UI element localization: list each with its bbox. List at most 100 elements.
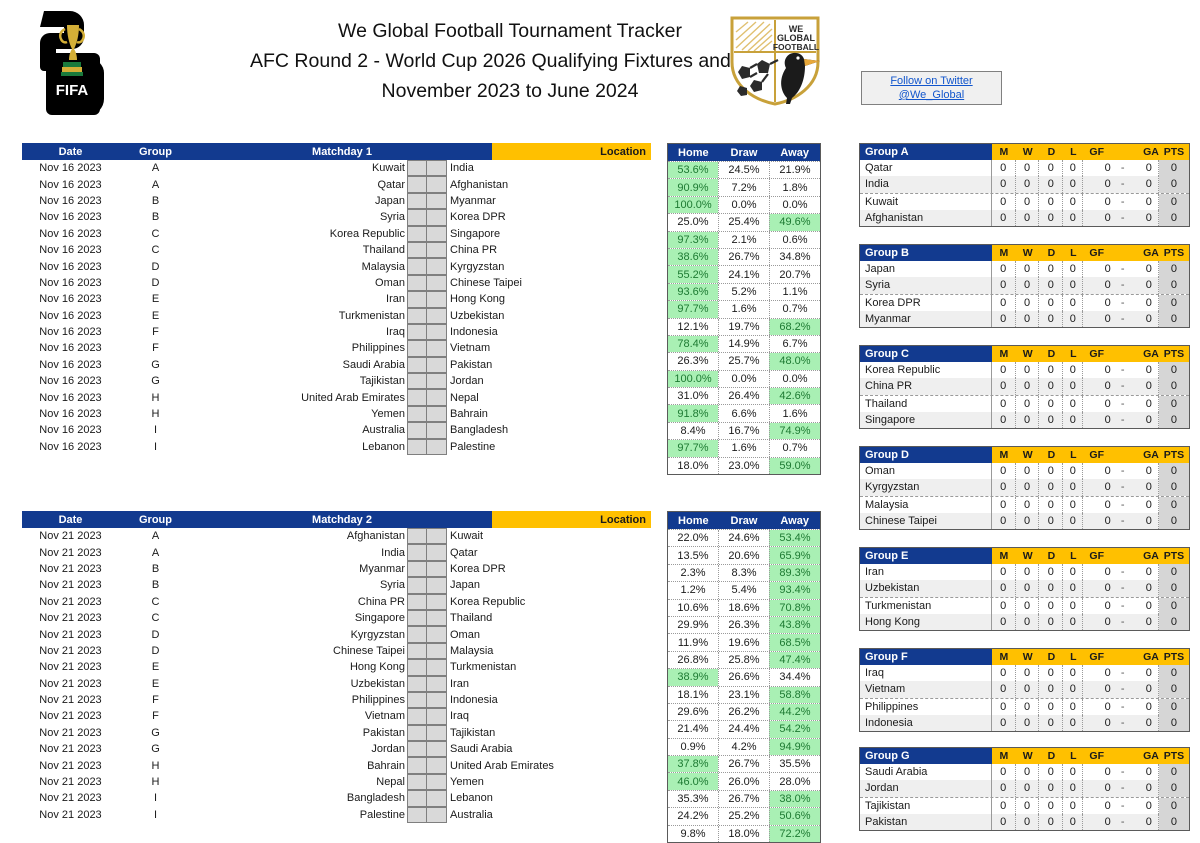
group-team-row[interactable]: Turkmenistan 0 0 0 0 0-0 0 [860,596,1190,614]
home-score-box[interactable] [407,209,427,226]
home-score-box[interactable] [407,291,427,308]
fixture-row[interactable]: Nov 21 2023HNepalYemenKathmandu [22,773,749,791]
fixture-row[interactable]: Nov 16 2023AQatarAfghanistanAl Rayyan [22,176,749,193]
away-score-box[interactable] [427,389,447,406]
away-score-box[interactable] [427,790,447,807]
home-score-box[interactable] [407,724,427,742]
away-score-box[interactable] [427,356,447,374]
fixture-row[interactable]: Nov 16 2023ILebanonPalestineSharjah [22,438,749,456]
group-team-row[interactable]: Myanmar 0 0 0 0 0-0 0 [860,310,1190,328]
group-team-row[interactable]: Indonesia 0 0 0 0 0-0 0 [860,714,1190,732]
home-score-box[interactable] [407,323,427,341]
group-team-row[interactable]: Tajikistan 0 0 0 0 0-0 0 [860,796,1190,814]
group-team-row[interactable]: Japan 0 0 0 0 0-0 0 [860,261,1190,278]
home-score-box[interactable] [407,675,427,692]
home-score-box[interactable] [407,241,427,259]
home-score-box[interactable] [407,790,427,807]
away-score-box[interactable] [427,209,447,226]
away-score-box[interactable] [427,724,447,742]
group-team-row[interactable]: Iraq 0 0 0 0 0-0 0 [860,665,1190,682]
home-score-box[interactable] [407,741,427,758]
fixture-row[interactable]: Nov 16 2023BJapanMyanmarOsaka [22,192,749,210]
group-team-row[interactable]: Oman 0 0 0 0 0-0 0 [860,463,1190,480]
away-score-box[interactable] [427,323,447,341]
group-team-row[interactable]: Vietnam 0 0 0 0 0-0 0 [860,681,1190,698]
away-score-box[interactable] [427,757,447,774]
fixture-row[interactable]: Nov 16 2023FIraqIndonesiaBasra [22,323,749,341]
home-score-box[interactable] [407,225,427,242]
group-team-row[interactable]: Thailand 0 0 0 0 0-0 0 [860,394,1190,412]
home-score-box[interactable] [407,626,427,643]
away-score-box[interactable] [427,560,447,578]
away-score-box[interactable] [427,422,447,439]
away-score-box[interactable] [427,373,447,390]
fixture-row[interactable]: Nov 21 2023CSingaporeThailandSingapore [22,609,749,627]
group-team-row[interactable]: Kyrgyzstan 0 0 0 0 0-0 0 [860,479,1190,496]
group-team-row[interactable]: Singapore 0 0 0 0 0-0 0 [860,411,1190,429]
away-score-box[interactable] [427,192,447,210]
home-score-box[interactable] [407,609,427,627]
home-score-box[interactable] [407,160,427,177]
group-team-row[interactable]: Jordan 0 0 0 0 0-0 0 [860,780,1190,797]
fixture-row[interactable]: Nov 21 2023AIndiaQatarBhubaneswar [22,544,749,561]
fixture-row[interactable]: Nov 21 2023GPakistanTajikistanIslamabad [22,724,749,742]
group-team-row[interactable]: Qatar 0 0 0 0 0-0 0 [860,160,1190,177]
fixture-row[interactable]: Nov 21 2023IBangladeshLebanonDhaka [22,790,749,807]
away-score-box[interactable] [427,225,447,242]
home-score-box[interactable] [407,176,427,193]
away-score-box[interactable] [427,176,447,193]
home-score-box[interactable] [407,560,427,578]
home-score-box[interactable] [407,593,427,610]
away-score-box[interactable] [427,258,447,275]
home-score-box[interactable] [407,422,427,439]
fixture-row[interactable]: Nov 21 2023IPalestineAustraliaKuwait Cit… [22,803,749,827]
group-team-row[interactable]: India 0 0 0 0 0-0 0 [860,176,1190,193]
home-score-box[interactable] [407,806,427,824]
fixture-row[interactable]: Nov 16 2023HYemenBahrainAbha [22,405,749,423]
group-team-row[interactable]: Iran 0 0 0 0 0-0 0 [860,564,1190,581]
group-team-row[interactable]: Uzbekistan 0 0 0 0 0-0 0 [860,580,1190,597]
twitter-link-line-2[interactable]: @We_Global [898,89,965,101]
away-score-box[interactable] [427,593,447,610]
group-team-row[interactable]: Korea DPR 0 0 0 0 0-0 0 [860,293,1190,311]
away-score-box[interactable] [427,609,447,627]
home-score-box[interactable] [407,340,427,357]
fixture-row[interactable]: Nov 16 2023FPhilippinesVietnamManila [22,340,749,357]
home-score-box[interactable] [407,757,427,774]
away-score-box[interactable] [427,274,447,292]
away-score-box[interactable] [427,806,447,824]
home-score-box[interactable] [407,258,427,275]
home-score-box[interactable] [407,405,427,423]
home-score-box[interactable] [407,691,427,709]
fixture-row[interactable]: Nov 21 2023AAfghanistanKuwaitDammam [22,528,749,545]
home-score-box[interactable] [407,356,427,374]
home-score-box[interactable] [407,438,427,456]
fixture-row[interactable]: Nov 16 2023AKuwaitIndiaKuwait City [22,156,749,180]
away-score-box[interactable] [427,741,447,758]
away-score-box[interactable] [427,642,447,660]
away-score-box[interactable] [427,626,447,643]
home-score-box[interactable] [407,373,427,390]
group-team-row[interactable]: Philippines 0 0 0 0 0-0 0 [860,697,1190,715]
away-score-box[interactable] [427,160,447,177]
away-score-box[interactable] [427,577,447,594]
fixture-row[interactable]: Nov 16 2023ETurkmenistanUzbekistanAshgab… [22,307,749,324]
away-score-box[interactable] [427,438,447,456]
home-score-box[interactable] [407,708,427,725]
home-score-box[interactable] [407,577,427,594]
group-team-row[interactable]: Afghanistan 0 0 0 0 0-0 0 [860,209,1190,227]
home-score-box[interactable] [407,773,427,791]
fixture-row[interactable]: Nov 21 2023DKyrgyzstanOmanBishkek [22,626,749,643]
home-score-box[interactable] [407,642,427,660]
